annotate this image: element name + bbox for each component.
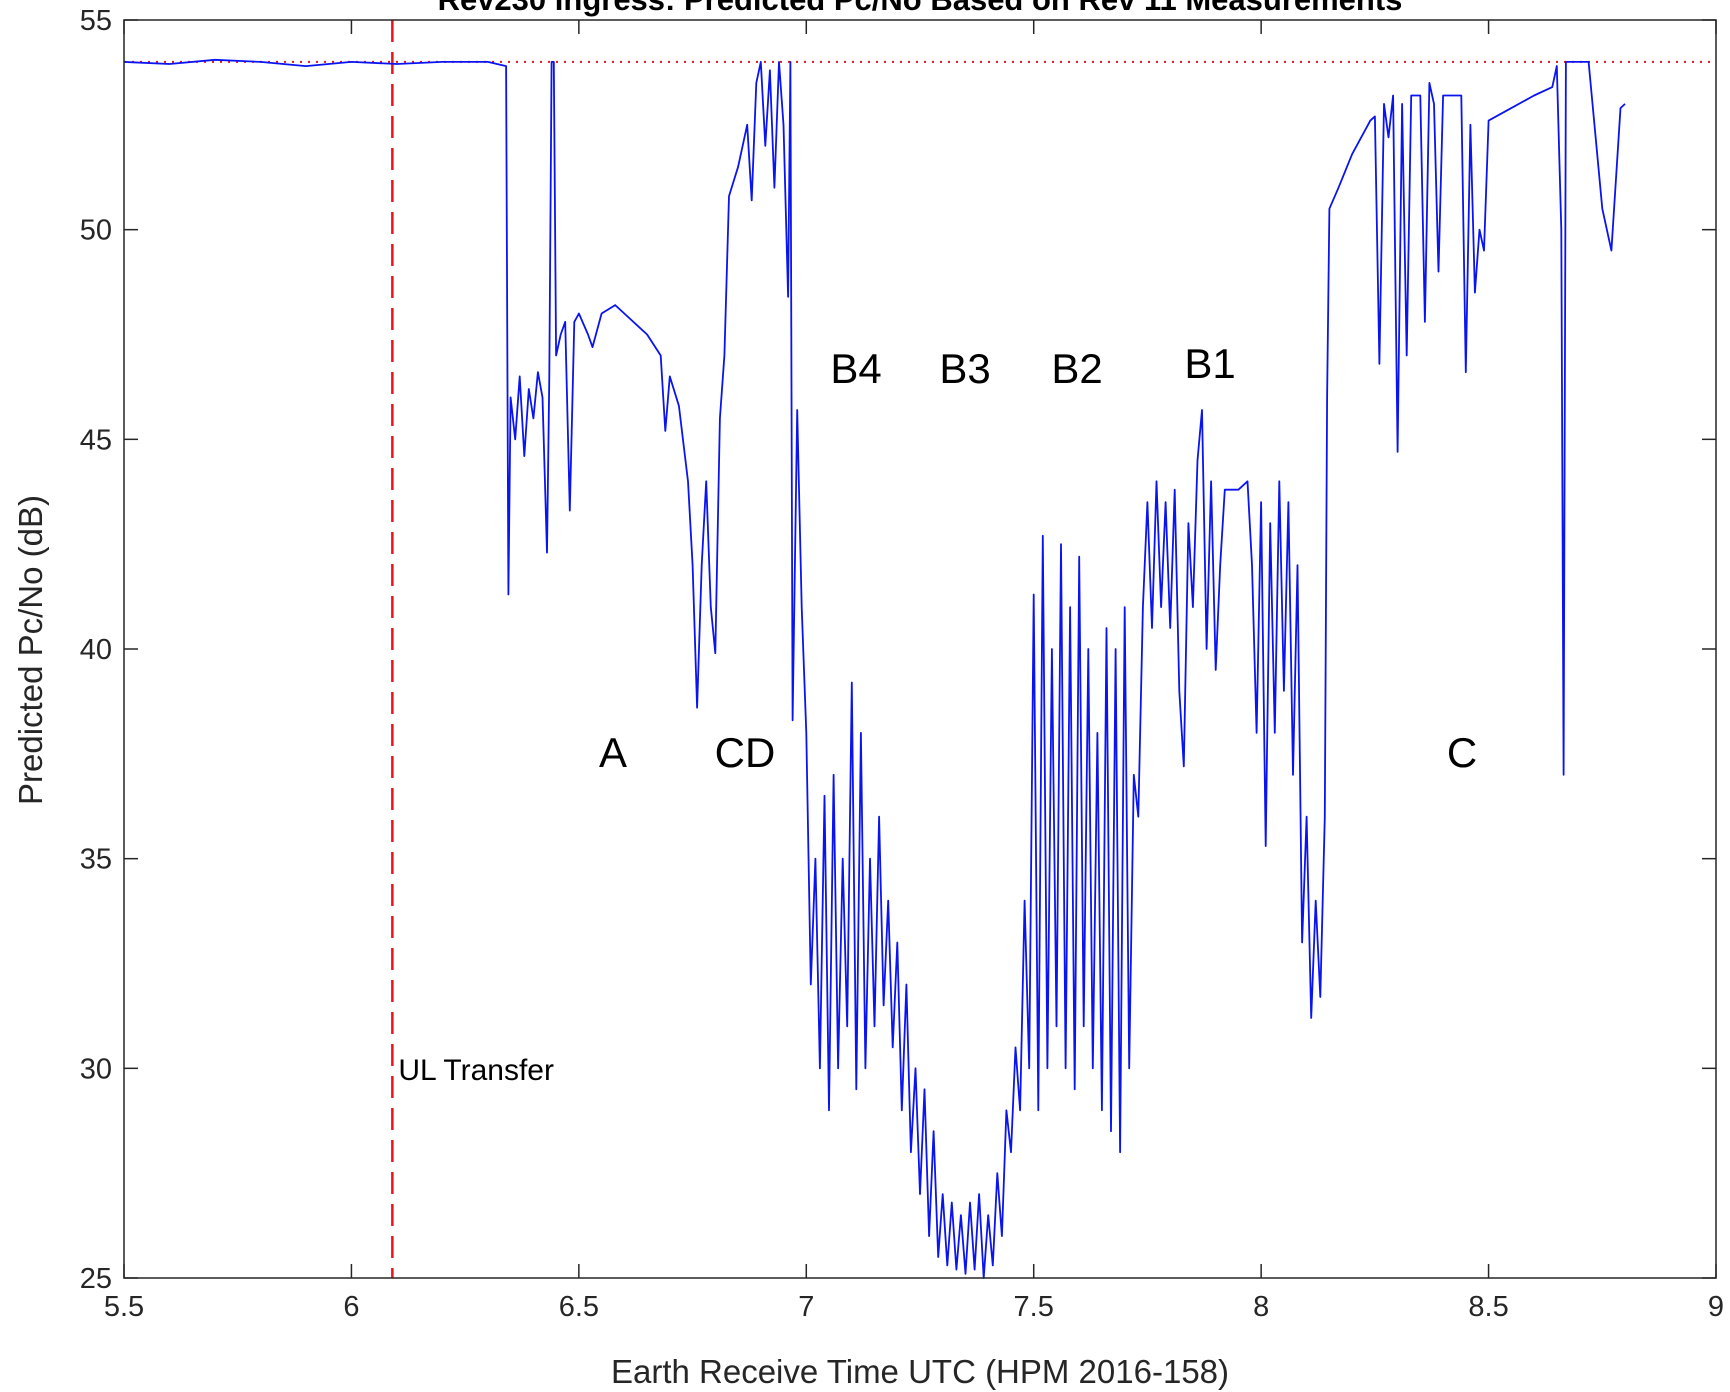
annotation: C xyxy=(1447,729,1477,776)
x-tick-label: 5.5 xyxy=(104,1291,144,1323)
y-tick-label: 30 xyxy=(80,1053,112,1085)
ul-transfer-label: UL Transfer xyxy=(398,1054,554,1087)
x-tick-label: 9 xyxy=(1708,1291,1724,1323)
x-tick-label: 6.5 xyxy=(559,1291,599,1323)
annotation: A xyxy=(599,729,627,776)
annotation: CD xyxy=(715,729,776,776)
plot-frame xyxy=(123,19,1717,1279)
chart-title: Rev230 Ingress: Predicted Pc/No Based on… xyxy=(438,0,1403,17)
x-tick-label: 6 xyxy=(343,1291,359,1323)
y-tick-label: 55 xyxy=(80,5,112,37)
x-tick-label: 7.5 xyxy=(1014,1291,1054,1323)
y-tick-label: 35 xyxy=(80,844,112,876)
annotation: B4 xyxy=(830,345,881,392)
y-tick-label: 40 xyxy=(80,634,112,666)
y-tick-label: 45 xyxy=(80,424,112,456)
y-tick-label: 25 xyxy=(80,1263,112,1295)
x-tick-label: 8.5 xyxy=(1468,1291,1508,1323)
annotation: B3 xyxy=(939,345,990,392)
y-tick-label: 50 xyxy=(80,215,112,247)
y-axis-label: Predicted Pc/No (dB) xyxy=(12,495,49,805)
annotation: B1 xyxy=(1184,340,1235,387)
data-line xyxy=(123,58,1626,1279)
x-tick-label: 7 xyxy=(798,1291,814,1323)
x-axis-label: Earth Receive Time UTC (HPM 2016-158) xyxy=(611,1353,1229,1390)
annotation: B2 xyxy=(1051,345,1102,392)
x-tick-label: 8 xyxy=(1253,1291,1269,1323)
